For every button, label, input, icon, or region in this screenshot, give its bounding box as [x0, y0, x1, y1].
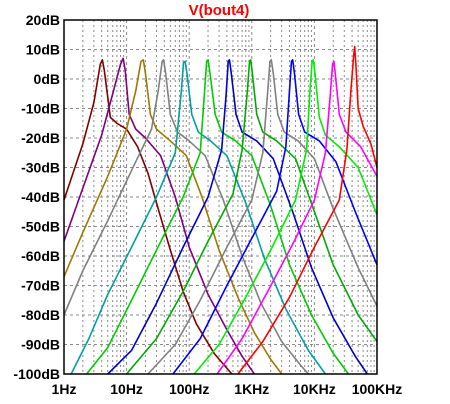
series-line-13 — [237, 45, 378, 375]
y-tick-label: -10dB — [21, 101, 60, 117]
series-line-8 — [125, 59, 378, 375]
y-tick-label: 20dB — [26, 12, 60, 28]
y-tick-label: -80dB — [21, 307, 60, 323]
series-line-7 — [107, 59, 368, 375]
y-tick-label: -60dB — [21, 248, 60, 264]
y-tick-label: -20dB — [21, 130, 60, 146]
x-tick-label: 100KHz — [352, 381, 403, 397]
y-tick-label: -90dB — [21, 337, 60, 353]
series-line-10 — [172, 59, 378, 375]
plot-frame — [63, 19, 378, 375]
y-tick-label: -50dB — [21, 219, 60, 235]
x-tick-label: 10Hz — [110, 381, 143, 397]
y-tick-label: -70dB — [21, 278, 60, 294]
series-line-12 — [216, 60, 378, 375]
series-line-11 — [193, 59, 378, 375]
series-line-2 — [63, 57, 256, 375]
y-tick-label: -40dB — [21, 189, 60, 205]
x-tick-label: 1KHz — [234, 381, 269, 397]
tick-labels: 20dB 10dB 0dB -10dB -20dB -30dB -40dB -50dB -60d… — [13, 12, 402, 397]
y-tick-label: 10dB — [26, 42, 60, 58]
x-tick-label: 1Hz — [52, 381, 77, 397]
grid — [64, 20, 377, 374]
y-tick-label: -100dB — [13, 366, 60, 382]
series-line-5 — [70, 60, 327, 375]
series-layer — [63, 45, 378, 375]
chart-title: V(bout4) — [189, 2, 250, 19]
x-tick-label: 100Hz — [169, 381, 209, 397]
y-tick-label: -30dB — [21, 160, 60, 176]
y-tick-label: 0dB — [34, 71, 60, 87]
x-tick-label: 10KHz — [293, 381, 336, 397]
series-line-6 — [86, 59, 350, 375]
